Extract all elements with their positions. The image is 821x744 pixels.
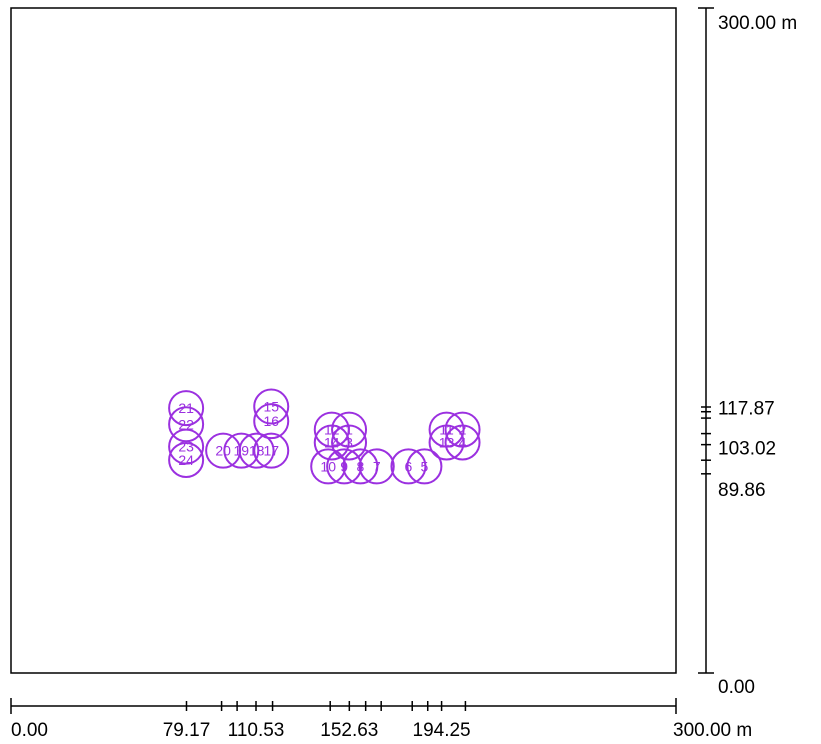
node-label: 16 [263,413,279,429]
node-label: 22 [178,416,194,432]
x-tick-label: 79.17 [163,720,211,741]
node-circle [390,448,427,485]
node-label: 6 [405,458,413,474]
x-tick-label: 110.53 [228,720,285,741]
node-circle [310,448,347,485]
node-label: 14 [324,434,340,450]
plot-frame [10,7,677,674]
y-tick-label: 300.00 m [718,13,797,34]
node-circle [205,432,242,469]
node-label: 17 [263,443,279,459]
x-tick-label: 194.25 [413,720,471,741]
node-label: 13 [439,434,455,450]
node-label: 10 [320,458,336,474]
node-circle [358,448,395,485]
node-circle [253,388,290,425]
y-tick-label: 89.86 [718,480,766,501]
node-label: 24 [178,452,194,468]
node-circle [428,411,465,448]
node-circle [253,403,290,440]
y-tick-label: 117.87 [718,399,775,420]
node-circle [223,432,260,469]
node-circle [253,432,290,469]
node-circle [428,424,465,461]
node-label: 20 [215,443,231,459]
y-axis: 0.00 89.86 103.02 117.87 300.00 m [698,7,797,698]
x-tick-label: 300.00 m [673,720,752,741]
node-circle [168,428,205,465]
node-label: 19 [234,443,250,459]
node-circle [168,406,205,443]
node-circle [168,390,205,427]
node-circle [313,411,350,448]
x-tick-label: 152.63 [320,720,378,741]
node-circle [406,448,443,485]
node-circle [168,441,205,478]
node-circle [313,424,350,461]
x-axis: 0.00 79.17 110.53 152.63 194.25 300.00 m [10,698,752,741]
x-tick-label: 0.00 [11,720,48,741]
y-tick-label: 103.02 [718,439,776,460]
y-tick-label: 0.00 [718,677,755,698]
node-label: 18 [249,443,265,459]
node-circle [342,448,379,485]
node-circle [326,448,363,485]
node-label: 15 [263,399,279,415]
